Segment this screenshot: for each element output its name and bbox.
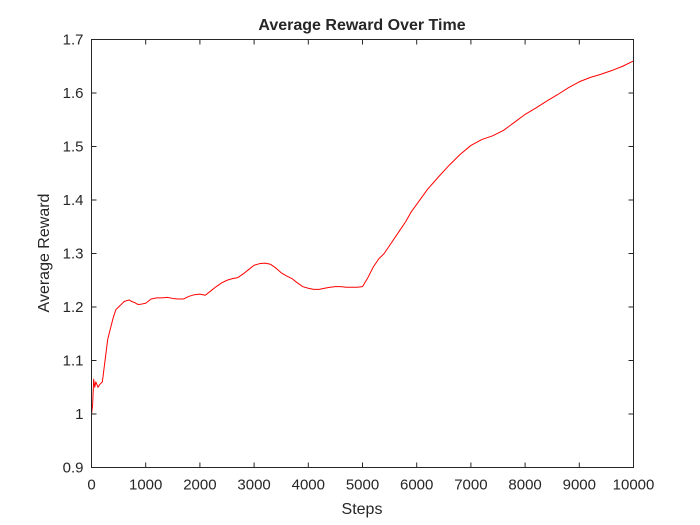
y-tick-label: 1 — [75, 406, 83, 423]
x-axis-ticks: 0 1000 2000 3000 4000 5000 6000 7000 8000 9000 100… — [87, 39, 655, 494]
y-axis-ticks: 0.9 1 1.1 1.2 1.3 1.4 1.5 1.6 1.7 — [63, 32, 634, 477]
y-tick-label: 1.1 — [63, 353, 84, 370]
y-axis-label: Average Reward — [36, 194, 53, 313]
x-tick-label: 3000 — [237, 477, 270, 494]
x-tick-label: 7000 — [454, 477, 487, 494]
y-tick-label: 1.5 — [63, 139, 84, 156]
x-tick-label: 6000 — [400, 477, 433, 494]
x-axis-label: Steps — [342, 501, 383, 518]
plot-background — [91, 39, 634, 468]
y-tick-label: 0.9 — [63, 460, 84, 477]
x-tick-label: 0 — [87, 477, 95, 494]
y-tick-label: 1.6 — [63, 85, 84, 102]
x-tick-label: 4000 — [292, 477, 325, 494]
y-tick-label: 1.4 — [63, 192, 84, 209]
series-line-1 — [91, 60, 634, 415]
x-tick-label: 10000 — [613, 477, 655, 494]
x-tick-label: 9000 — [563, 477, 596, 494]
plot-area — [91, 39, 634, 468]
y-tick-label: 1.2 — [63, 299, 84, 316]
data-layer — [91, 60, 634, 415]
x-tick-label: 8000 — [508, 477, 541, 494]
x-tick-label: 5000 — [346, 477, 379, 494]
x-tick-label: 2000 — [183, 477, 216, 494]
y-tick-label: 1.3 — [63, 246, 84, 263]
y-tick-label: 1.7 — [63, 32, 84, 49]
chart-title: Average Reward Over Time — [258, 17, 465, 34]
x-tick-label: 1000 — [129, 477, 162, 494]
